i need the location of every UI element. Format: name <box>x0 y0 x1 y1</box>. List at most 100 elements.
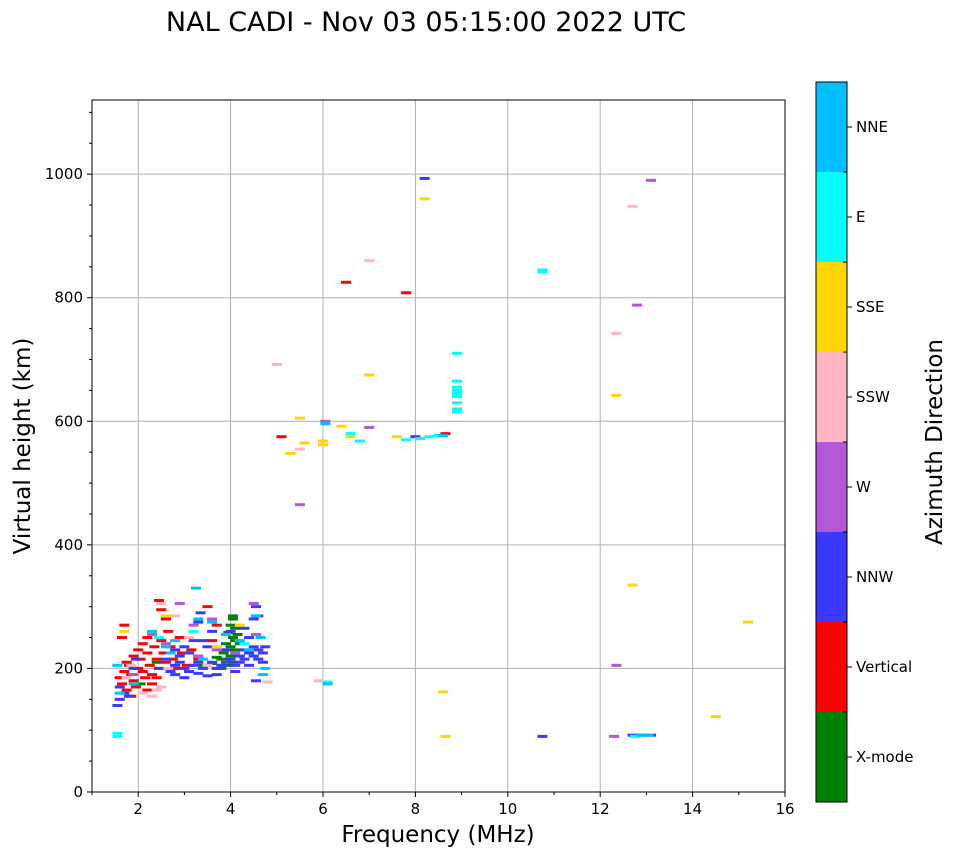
data-point <box>174 602 185 606</box>
data-point <box>117 682 128 686</box>
data-point <box>156 685 167 689</box>
data-point <box>438 690 449 694</box>
data-point <box>147 632 158 636</box>
data-point <box>234 660 245 664</box>
data-point <box>627 204 638 208</box>
data-point <box>211 666 222 670</box>
data-point <box>170 648 181 652</box>
data-point <box>119 670 130 674</box>
y-axis-label: Virtual height (km) <box>10 338 36 555</box>
data-point <box>156 639 167 643</box>
x-axis: 2 4 6 8 10 12 14 16 <box>91 792 795 818</box>
data-point <box>220 642 231 646</box>
data-point <box>207 639 218 643</box>
data-point <box>451 401 462 405</box>
x-tick-label: 12 <box>591 800 610 818</box>
data-point <box>345 435 356 439</box>
data-point <box>227 617 238 621</box>
data-point <box>207 629 218 633</box>
data-point <box>225 654 236 658</box>
data-point <box>537 734 548 738</box>
data-point <box>128 682 139 686</box>
data-point <box>151 657 162 661</box>
data-point <box>211 673 222 677</box>
data-point <box>112 731 123 735</box>
data-point <box>193 654 204 658</box>
colorbar-tick-label: NNW <box>856 568 893 586</box>
data-point <box>285 451 296 455</box>
data-point <box>188 639 199 643</box>
data-point <box>197 666 208 670</box>
data-point <box>629 734 640 738</box>
y-tick-label: 1000 <box>45 165 83 183</box>
data-point <box>227 660 238 664</box>
colorbar-segment <box>816 262 847 352</box>
data-point <box>253 657 264 661</box>
data-point <box>140 676 151 680</box>
data-point <box>153 636 164 640</box>
data-point <box>255 636 266 640</box>
data-point <box>177 651 188 655</box>
data-point <box>313 679 324 683</box>
data-point <box>216 657 227 661</box>
colorbar-segment <box>816 82 847 172</box>
colorbar-tick-label: Vertical <box>856 658 912 676</box>
data-point <box>119 629 130 633</box>
y-tick-label: 0 <box>73 783 83 801</box>
data-point <box>419 197 430 201</box>
data-point <box>193 660 204 664</box>
colorbar-segment <box>816 532 847 622</box>
colorbar-tick-label: SSW <box>856 388 890 406</box>
data-point <box>260 645 271 649</box>
data-point <box>451 379 462 383</box>
series-ssw <box>121 204 638 698</box>
data-point <box>211 645 222 649</box>
data-point <box>147 629 158 633</box>
data-point <box>451 395 462 399</box>
y-axis: 0 200 400 600 800 1000 <box>45 111 92 801</box>
data-point <box>244 648 255 652</box>
chart-title: NAL CADI - Nov 03 05:15:00 2022 UTC <box>166 7 686 38</box>
data-point <box>170 663 181 667</box>
data-point <box>165 670 176 674</box>
data-point <box>646 178 657 182</box>
x-tick-label: 8 <box>411 800 421 818</box>
data-point <box>216 663 227 667</box>
data-point <box>160 642 171 646</box>
data-point <box>186 648 197 652</box>
data-point <box>225 623 236 627</box>
data-point <box>112 663 123 667</box>
data-point <box>179 666 190 670</box>
data-point <box>160 617 171 621</box>
data-point <box>322 680 333 684</box>
data-point <box>225 657 236 661</box>
data-point <box>391 435 402 439</box>
data-point <box>248 654 259 658</box>
data-point <box>197 657 208 661</box>
data-point <box>114 685 125 689</box>
data-point <box>248 645 259 649</box>
data-point <box>190 586 201 590</box>
data-point <box>262 680 273 684</box>
data-point <box>227 614 238 618</box>
data-point <box>126 663 137 667</box>
data-point <box>251 679 262 683</box>
data-point <box>257 660 268 664</box>
data-point <box>271 362 282 366</box>
data-point <box>184 636 195 640</box>
data-point <box>137 691 148 695</box>
data-point <box>158 651 169 655</box>
data-point <box>121 676 132 680</box>
x-tick-label: 16 <box>775 800 794 818</box>
data-point <box>112 704 123 707</box>
data-point <box>225 629 236 633</box>
data-point <box>151 688 162 692</box>
data-point <box>276 435 287 439</box>
data-point <box>174 660 185 664</box>
data-point <box>257 651 268 655</box>
data-point <box>147 694 158 698</box>
data-point <box>636 733 647 737</box>
data-point <box>451 388 462 392</box>
colorbar-tick-label: E <box>856 208 865 226</box>
